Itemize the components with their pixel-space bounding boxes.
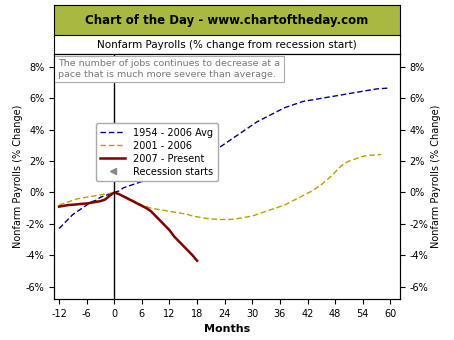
Text: The number of jobs continues to decrease at a
pace that is much more severe than: The number of jobs continues to decrease… (58, 59, 280, 79)
Y-axis label: Nonfarm Payrolls (% Change): Nonfarm Payrolls (% Change) (13, 105, 23, 249)
Legend: 1954 - 2006 Avg, 2001 - 2006, 2007 - Present, Recession starts: 1954 - 2006 Avg, 2001 - 2006, 2007 - Pre… (96, 123, 217, 181)
Text: Chart of the Day - www.chartoftheday.com: Chart of the Day - www.chartoftheday.com (85, 14, 369, 27)
Text: Nonfarm Payrolls (% change from recession start): Nonfarm Payrolls (% change from recessio… (97, 40, 357, 50)
X-axis label: Months: Months (204, 324, 250, 335)
Y-axis label: Nonfarm Payrolls (% Change): Nonfarm Payrolls (% Change) (431, 105, 441, 249)
